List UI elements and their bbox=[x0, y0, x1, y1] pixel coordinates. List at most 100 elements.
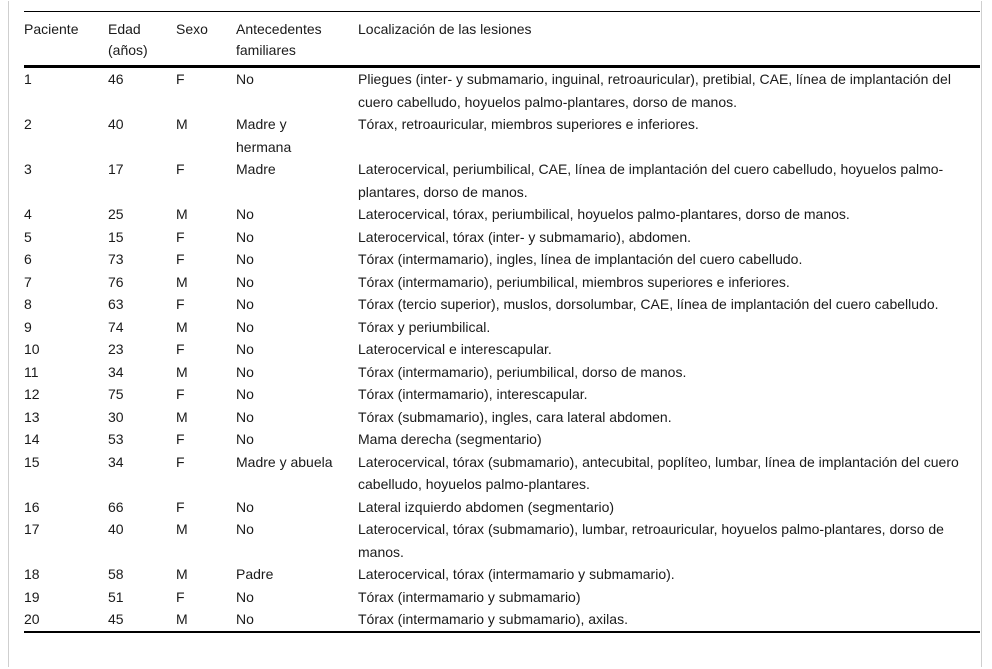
cell-sexo: F bbox=[176, 296, 185, 312]
cell-sexo: M bbox=[176, 206, 188, 222]
cell-antecedentes: No bbox=[236, 611, 254, 627]
cell-localizacion: Laterocervical, tórax (submamario), lumb… bbox=[358, 521, 944, 560]
cell-antecedentes: Madre y hermana bbox=[236, 116, 292, 155]
cell-sexo: F bbox=[176, 71, 185, 87]
cell-paciente: 6 bbox=[24, 251, 32, 267]
table-row: 17 40 M No Laterocervical, tórax (submam… bbox=[24, 518, 980, 563]
cell-edad: 46 bbox=[108, 71, 124, 87]
table-row: 6 73 F No Tórax (intermamario), ingles, … bbox=[24, 248, 980, 271]
cell-sexo: M bbox=[176, 566, 188, 582]
table-body: 1 46 F No Pliegues (inter- y submamario,… bbox=[24, 67, 980, 632]
cell-sexo: F bbox=[176, 588, 185, 605]
cell-paciente: 17 bbox=[24, 521, 40, 537]
cell-edad: 73 bbox=[108, 251, 124, 267]
cell-localizacion: Tórax y periumbilical. bbox=[358, 318, 491, 335]
cell-sexo: F bbox=[176, 386, 185, 402]
cell-antecedentes: No bbox=[236, 521, 254, 537]
cell-sexo: F bbox=[176, 498, 185, 515]
cell-localizacion: Mama derecha (segmentario) bbox=[358, 431, 542, 447]
cell-edad: 40 bbox=[108, 521, 124, 537]
col-header-localizacion: Localización de las lesiones bbox=[358, 21, 532, 37]
cell-antecedentes: No bbox=[236, 341, 254, 357]
cell-paciente: 3 bbox=[24, 161, 32, 177]
cell-edad: 75 bbox=[108, 386, 124, 402]
cell-edad: 63 bbox=[108, 296, 124, 312]
table-row: 14 53 F No Mama derecha (segmentario) bbox=[24, 428, 980, 451]
cell-paciente: 19 bbox=[24, 588, 40, 605]
cell-edad: 40 bbox=[108, 116, 124, 132]
table-row: 15 34 F Madre y abuela Laterocervical, t… bbox=[24, 451, 980, 496]
table-row: 3 17 F Madre Laterocervical, periumbilic… bbox=[24, 158, 980, 203]
cell-edad: 76 bbox=[108, 273, 124, 290]
cell-paciente: 10 bbox=[24, 341, 40, 357]
col-header-antecedentes: Antecedentes familiares bbox=[236, 21, 322, 58]
cell-antecedentes: No bbox=[236, 363, 254, 380]
cell-paciente: 7 bbox=[24, 273, 32, 290]
cell-edad: 30 bbox=[108, 408, 124, 425]
patients-table: Paciente Edad (años) Sexo Antecedentes f… bbox=[24, 11, 980, 633]
cell-antecedentes: No bbox=[236, 498, 254, 515]
table-row: 20 45 M No Tórax (intermamario y submama… bbox=[24, 608, 980, 632]
cell-paciente: 8 bbox=[24, 296, 32, 312]
cell-paciente: 18 bbox=[24, 566, 40, 582]
cell-paciente: 5 bbox=[24, 228, 32, 245]
cell-antecedentes: Madre y abuela bbox=[236, 453, 333, 470]
cell-paciente: 14 bbox=[24, 431, 40, 447]
cell-paciente: 15 bbox=[24, 453, 40, 470]
col-header-sexo: Sexo bbox=[176, 21, 208, 37]
col-header-edad: Edad (años) bbox=[108, 21, 148, 58]
cell-sexo: F bbox=[176, 161, 185, 177]
table-row: 5 15 F No Laterocervical, tórax (inter- … bbox=[24, 226, 980, 249]
header-row: Paciente Edad (años) Sexo Antecedentes f… bbox=[24, 12, 980, 67]
cell-antecedentes: No bbox=[236, 408, 254, 425]
cell-localizacion: Laterocervical, periumbilical, CAE, líne… bbox=[358, 161, 944, 200]
cell-edad: 58 bbox=[108, 566, 124, 582]
cell-paciente: 20 bbox=[24, 611, 40, 627]
cell-edad: 34 bbox=[108, 363, 124, 380]
cell-antecedentes: No bbox=[236, 386, 254, 402]
cell-sexo: F bbox=[176, 431, 185, 447]
cell-sexo: M bbox=[176, 408, 188, 425]
cell-edad: 34 bbox=[108, 453, 124, 470]
cell-edad: 51 bbox=[108, 588, 124, 605]
table-row: 1 46 F No Pliegues (inter- y submamario,… bbox=[24, 67, 980, 114]
table-header: Paciente Edad (años) Sexo Antecedentes f… bbox=[24, 12, 980, 67]
cell-sexo: M bbox=[176, 273, 188, 290]
cell-edad: 15 bbox=[108, 228, 124, 245]
cell-localizacion: Laterocervical, tórax, periumbilical, ho… bbox=[358, 206, 850, 222]
table-row: 11 34 M No Tórax (intermamario), periumb… bbox=[24, 361, 980, 384]
cell-paciente: 1 bbox=[24, 71, 32, 87]
cell-edad: 66 bbox=[108, 498, 124, 515]
cell-edad: 25 bbox=[108, 206, 124, 222]
cell-sexo: M bbox=[176, 318, 188, 335]
cell-localizacion: Laterocervical e interescapular. bbox=[358, 341, 552, 357]
cell-paciente: 4 bbox=[24, 206, 32, 222]
cell-edad: 45 bbox=[108, 611, 124, 627]
cell-antecedentes: Padre bbox=[236, 566, 274, 582]
patients-table-frame: Paciente Edad (años) Sexo Antecedentes f… bbox=[8, 1, 982, 667]
cell-paciente: 12 bbox=[24, 386, 40, 402]
cell-antecedentes: No bbox=[236, 251, 254, 267]
cell-antecedentes: No bbox=[236, 71, 254, 87]
cell-edad: 74 bbox=[108, 318, 124, 335]
cell-sexo: F bbox=[176, 251, 185, 267]
cell-paciente: 2 bbox=[24, 116, 32, 132]
table-row: 10 23 F No Laterocervical e interescapul… bbox=[24, 338, 980, 361]
cell-localizacion: Tórax (intermamario), interescapular. bbox=[358, 386, 588, 402]
cell-paciente: 11 bbox=[24, 363, 39, 380]
cell-sexo: M bbox=[176, 363, 188, 380]
cell-paciente: 9 bbox=[24, 318, 32, 335]
cell-sexo: F bbox=[176, 341, 185, 357]
table-row: 2 40 M Madre y hermana Tórax, retroauric… bbox=[24, 113, 980, 158]
cell-paciente: 13 bbox=[24, 408, 40, 425]
table-row: 4 25 M No Laterocervical, tórax, periumb… bbox=[24, 203, 980, 226]
cell-localizacion: Tórax (intermamario y submamario), axila… bbox=[358, 611, 628, 627]
cell-edad: 53 bbox=[108, 431, 124, 447]
col-header-paciente: Paciente bbox=[24, 21, 79, 37]
cell-localizacion: Laterocervical, tórax (submamario), ante… bbox=[358, 453, 959, 493]
cell-antecedentes: No bbox=[236, 273, 254, 290]
cell-sexo: F bbox=[176, 453, 185, 470]
cell-antecedentes: No bbox=[236, 431, 254, 447]
table-row: 8 63 F No Tórax (tercio superior), muslo… bbox=[24, 293, 980, 316]
